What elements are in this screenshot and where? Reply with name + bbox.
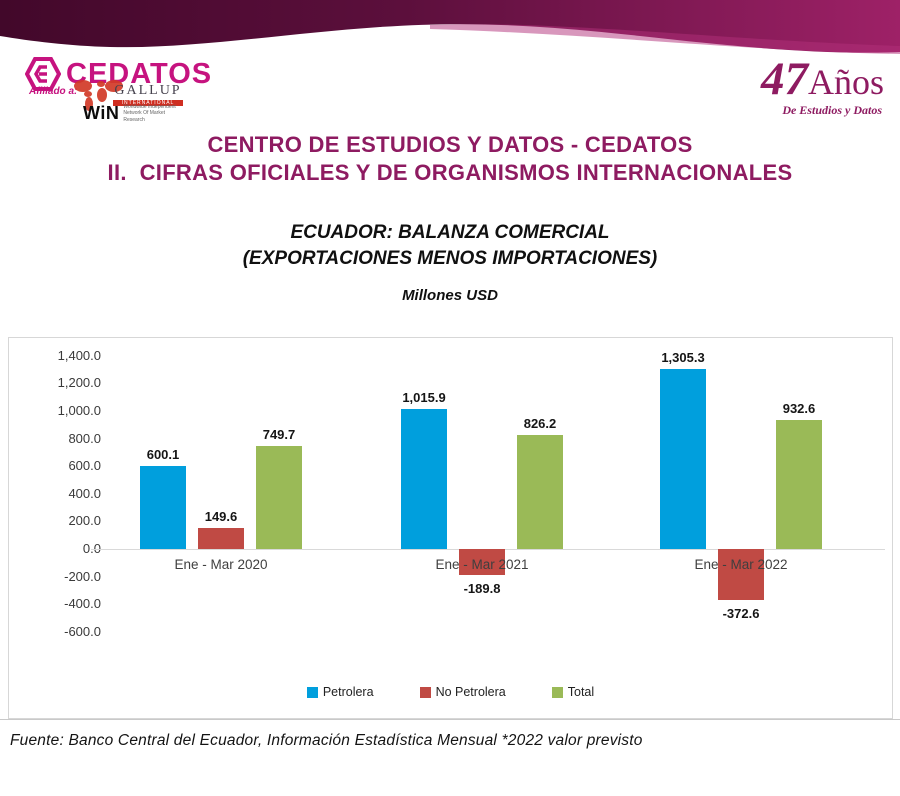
y-axis-tick-label: 400.0	[68, 485, 101, 501]
bar-value-label: -189.8	[463, 581, 501, 597]
page-title-line2: II. CIFRAS OFICIALES Y DE ORGANISMOS INT…	[107, 160, 793, 185]
bar-value-label: 1,305.3	[661, 349, 705, 365]
source-text: Fuente: Banco Central del Ecuador, Infor…	[10, 732, 643, 749]
chart-bar	[718, 549, 764, 601]
win-subtext: Worldwide Independent Network Of Market …	[123, 104, 176, 123]
bar-value-label: 600.1	[146, 447, 180, 463]
header-banner-graphic	[0, 0, 900, 54]
y-axis-tick-label: 1,000.0	[57, 403, 101, 418]
y-axis-tick-label: 1,400.0	[57, 347, 101, 363]
y-axis-tick-label: 600.0	[68, 458, 101, 474]
x-axis-category-label: Ene - Mar 2021	[435, 557, 529, 572]
y-axis-tick-label: 800.0	[68, 430, 101, 446]
chart-bar	[459, 549, 505, 576]
legend-item: Total	[551, 685, 595, 699]
anniversary-subtitle: De Estudios y Datos	[782, 103, 882, 117]
y-axis-tick-label: 1,200.0	[57, 375, 101, 391]
legend-swatch	[551, 686, 563, 698]
y-axis-tick-label: -200.0	[64, 568, 101, 584]
anniversary-block: 47 Años De Estudios y Datos	[761, 56, 884, 118]
chart-bar	[198, 528, 244, 549]
y-axis-tick-label: 200.0	[68, 513, 101, 529]
logo-block: CEDATOS Afiliado a: GALLUP INTERNATIONAL…	[25, 56, 255, 130]
affiliate-label: Afiliado a:	[29, 86, 78, 97]
chart-bar	[660, 368, 706, 549]
win-logo: WiN Worldwide Independent Network Of Mar…	[83, 104, 181, 123]
legend-label: No Petrolera	[435, 685, 506, 699]
legend-label: Petrolera	[322, 685, 374, 699]
chart-bar	[517, 434, 563, 549]
y-axis-tick-label: -600.0	[64, 623, 101, 639]
bar-value-label: 749.7	[262, 426, 296, 442]
gallup-international-bar: INTERNATIONAL	[113, 100, 183, 106]
chart-title-line2: (EXPORTACIONES MENOS IMPORTACIONES)	[242, 248, 658, 269]
x-axis-category-label: Ene - Mar 2022	[694, 557, 788, 572]
bar-value-label: 1,015.9	[402, 389, 446, 405]
bar-value-label: 826.2	[523, 415, 557, 431]
x-axis-category-label: Ene - Mar 2020	[174, 557, 268, 572]
legend-swatch	[419, 686, 431, 698]
chart-legend: Petrolera No Petrolera Total	[9, 685, 892, 699]
chart-bar	[256, 445, 302, 549]
chart-bar	[401, 408, 447, 549]
chart-title-line1: ECUADOR: BALANZA COMERCIAL	[290, 222, 610, 243]
win-wordmark: WiN	[83, 103, 120, 123]
gallup-wordmark: GALLUP	[114, 83, 182, 98]
chart-card: Petrolera No Petrolera Total 1,400.0 1,200.…	[8, 337, 893, 719]
chart-bar	[776, 420, 822, 549]
legend-swatch	[306, 686, 318, 698]
y-axis-tick-label: 0.0	[82, 541, 101, 556]
page-title-line1: CENTRO DE ESTUDIOS Y DATOS - CEDATOS	[207, 132, 693, 157]
legend-item: No Petrolera	[419, 685, 506, 699]
gallup-logo: GALLUP INTERNATIONAL	[113, 84, 183, 106]
legend-label: Total	[567, 685, 595, 699]
y-axis-tick-label: -400.0	[64, 596, 101, 612]
cedatos-hexagon-icon	[25, 57, 61, 91]
chart-units-label: Millones USD	[402, 287, 498, 304]
anniversary-number: 47	[760, 53, 808, 105]
anniversary-word: Años	[807, 62, 884, 102]
chart-bar	[140, 466, 186, 549]
bar-value-label: -372.6	[722, 606, 760, 622]
legend-item: Petrolera	[306, 685, 374, 699]
bar-value-label: 149.6	[204, 509, 238, 525]
footer-divider	[0, 719, 900, 720]
bar-value-label: 932.6	[782, 401, 816, 417]
